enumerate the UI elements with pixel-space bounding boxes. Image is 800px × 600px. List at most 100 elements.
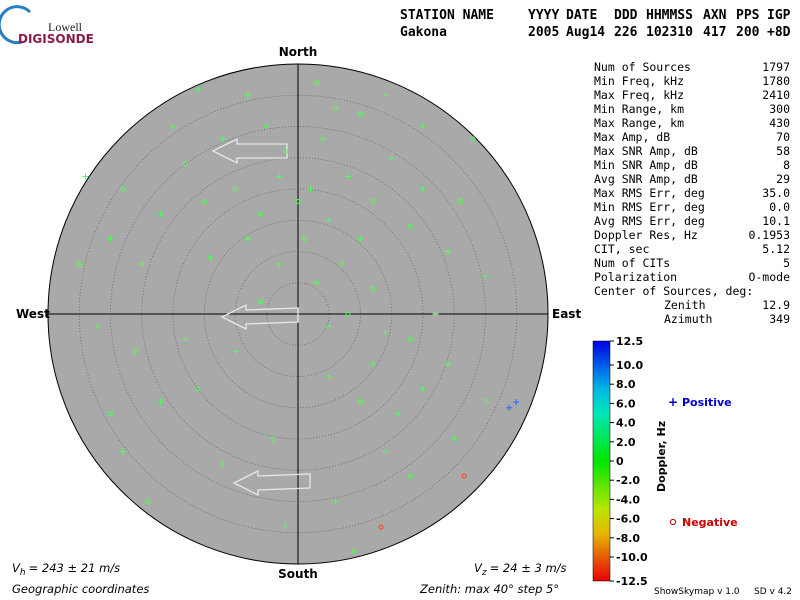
colorbar-tick-label: -10.0 [616,551,648,564]
source-positive [245,236,251,242]
stat-label: Max SNR Amp, dB [594,144,698,158]
source-negative [351,549,357,554]
arrow [232,469,311,497]
legend-negative: Negative [682,516,738,529]
legend-plus: + [668,395,678,409]
source-positive [207,254,214,261]
source-positive [170,123,176,130]
source-negative [120,186,126,192]
stat-label: Max Freq, kHz [594,88,684,102]
source-positive [513,399,520,406]
source-positive [232,348,239,355]
source-negative [76,261,82,267]
sources [76,80,520,554]
stat-value: 10.1 [762,214,790,228]
legend-circle [669,518,677,526]
stat-value: 300 [769,102,790,116]
colorbar-tick-label: -6.0 [616,513,640,526]
source-positive [345,173,351,180]
source-negative [145,499,151,504]
header-value: Aug14 [566,25,605,40]
vz-text: = 24 ± 3 m/s [490,561,567,575]
source-negative [183,161,188,167]
stat-label: Zenith [664,298,706,312]
velocity-arrows [211,137,311,497]
source-positive [332,498,339,505]
stat-label: Avg SNR Amp, dB [594,172,698,186]
header-label: IGP [767,8,791,23]
arrow [211,137,288,165]
source-negative [358,111,363,117]
stat-value: 1797 [762,60,790,74]
colorbar-tick-label: -12.5 [616,575,648,588]
stat-label: Polarization [594,270,677,284]
header-value: +8D [767,25,791,40]
source-negative [270,436,276,442]
source-negative [108,411,113,417]
source-negative [370,199,376,204]
vz-sub: z [481,568,487,578]
compass-west: West [16,307,50,321]
source-negative [461,473,467,479]
stat-value: 349 [769,312,790,326]
source-positive [182,336,189,342]
vz-symbol: V [474,561,483,575]
stat-value: 430 [769,116,790,130]
stat-value: O-mode [748,270,790,284]
stat-label: Azimuth [664,312,712,326]
source-positive [157,398,164,405]
source-positive [220,136,226,142]
stat-value: 0.1953 [748,228,790,242]
stat-label: Min Range, km [594,102,684,116]
source-positive [95,323,101,330]
source-positive [82,173,89,180]
colorbar-title: Doppler, Hz [655,421,668,492]
stat-label: Num of Sources [594,60,691,74]
stat-section: Center of Sources, deg: [594,284,753,298]
colorbar-tick-label: 10.0 [616,359,643,372]
source-positive [220,461,226,467]
header: STATION NAME Gakona YYYY 2005 DATE Aug14 DDD 22… [400,8,791,40]
source-positive [282,523,289,530]
source-negative [458,199,463,204]
arrow [220,303,299,331]
header-label: DDD [614,8,638,23]
source-negative [283,149,288,154]
source-positive [420,123,426,130]
stat-value: 2410 [762,88,790,102]
stat-label: Avg RMS Err, deg [594,214,705,228]
stat-label: Max Range, km [594,116,684,130]
header-value: 226 [614,25,638,40]
source-positive [388,154,395,161]
source-negative [345,311,351,317]
colorbar-tick-label: -8.0 [616,532,640,545]
colorbar-tick-label: 12.5 [616,335,643,348]
source-positive [307,186,314,192]
source-positive [157,211,164,217]
source-negative [333,105,338,111]
source-negative [195,386,201,392]
source-negative [233,186,238,192]
stat-label: Max Amp, dB [594,130,670,144]
stat-label: Max RMS Err, deg [594,186,705,200]
source-positive [326,217,333,224]
logo-top: Lowell [48,20,83,34]
stat-value: 5 [783,256,790,270]
header-value: 2005 [528,25,559,40]
source-negative [408,336,413,342]
header-value: Gakona [400,25,447,40]
program-version: ShowSkymap v 1.0 [654,587,740,597]
source-positive [326,323,333,330]
source-negative [139,261,145,267]
logo-swoosh [0,5,32,45]
source-positive [263,123,270,130]
stat-value: 0.0 [769,200,790,214]
stat-value: 70 [776,130,790,144]
source-positive [320,136,326,142]
sd-version: SD v 4.2 [754,587,792,597]
source-negative [370,286,376,292]
source-positive [370,361,376,367]
source-negative [408,474,413,479]
